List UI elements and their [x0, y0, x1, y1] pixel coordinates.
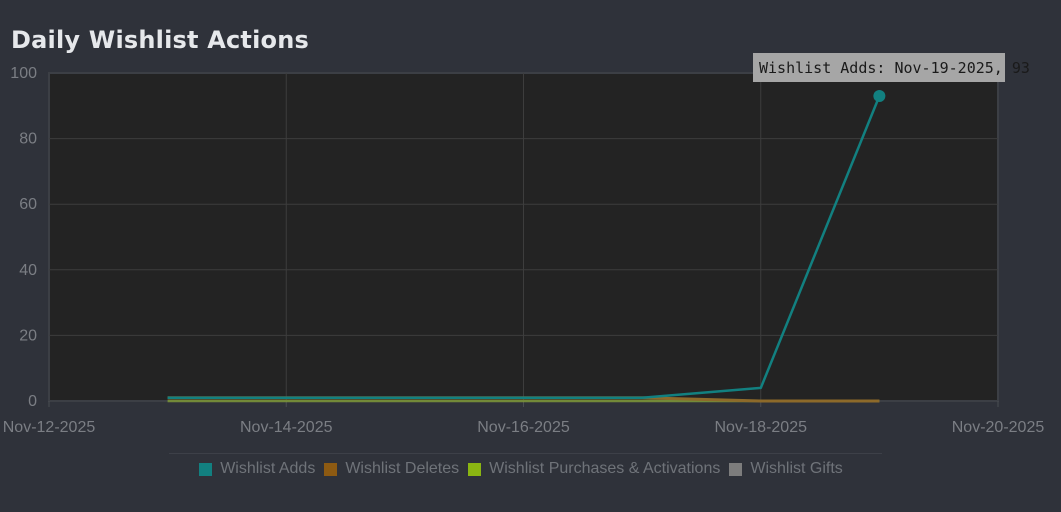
x-axis: Nov-12-2025 Nov-14-2025 Nov-16-2025 Nov-18-… — [3, 401, 1045, 436]
x-tick-label: Nov-12-2025 — [3, 419, 96, 436]
legend: Wishlist Adds Wishlist Deletes Wishlist … — [169, 453, 882, 484]
y-tick-label: 100 — [10, 65, 37, 82]
x-tick-label: Nov-20-2025 — [952, 419, 1045, 436]
legend-item-wishlist-deletes[interactable]: Wishlist Deletes — [324, 460, 459, 478]
legend-swatch — [468, 462, 482, 476]
series-group — [167, 89, 886, 403]
y-tick-label: 80 — [19, 131, 37, 148]
highlight-point — [873, 89, 886, 102]
legend-label: Wishlist Deletes — [345, 460, 460, 477]
x-tick-label: Nov-14-2025 — [240, 419, 333, 436]
legend-label: Wishlist Purchases & Activations — [489, 460, 721, 477]
legend-item-wishlist-gifts[interactable]: Wishlist Gifts — [729, 460, 843, 478]
y-tick-label: 60 — [19, 196, 37, 213]
y-tick-label: 40 — [19, 262, 37, 279]
series-line-wishlist-adds — [167, 95, 881, 399]
legend-item-wishlist-purchases[interactable]: Wishlist Purchases & Activations — [468, 460, 720, 478]
y-axis: 0 20 40 60 80 100 — [10, 65, 37, 410]
tooltip: Wishlist Adds: Nov-19-2025, 93 — [753, 53, 1030, 82]
tooltip-box — [753, 53, 1005, 82]
x-tick-label: Nov-18-2025 — [715, 419, 808, 436]
legend-label: Wishlist Gifts — [750, 460, 843, 477]
y-tick-label: 0 — [28, 393, 37, 410]
legend-swatch — [729, 462, 743, 476]
y-tick-label: 20 — [19, 327, 37, 344]
tooltip-text: Wishlist Adds: Nov-19-2025, 93 — [759, 59, 1030, 77]
legend-swatch — [199, 462, 213, 476]
gridlines — [49, 73, 998, 401]
legend-label: Wishlist Adds — [220, 460, 316, 477]
x-tick-label: Nov-16-2025 — [477, 419, 570, 436]
legend-item-wishlist-adds[interactable]: Wishlist Adds — [199, 460, 315, 478]
chart-title: Daily Wishlist Actions — [11, 26, 309, 54]
legend-swatch — [324, 462, 338, 476]
